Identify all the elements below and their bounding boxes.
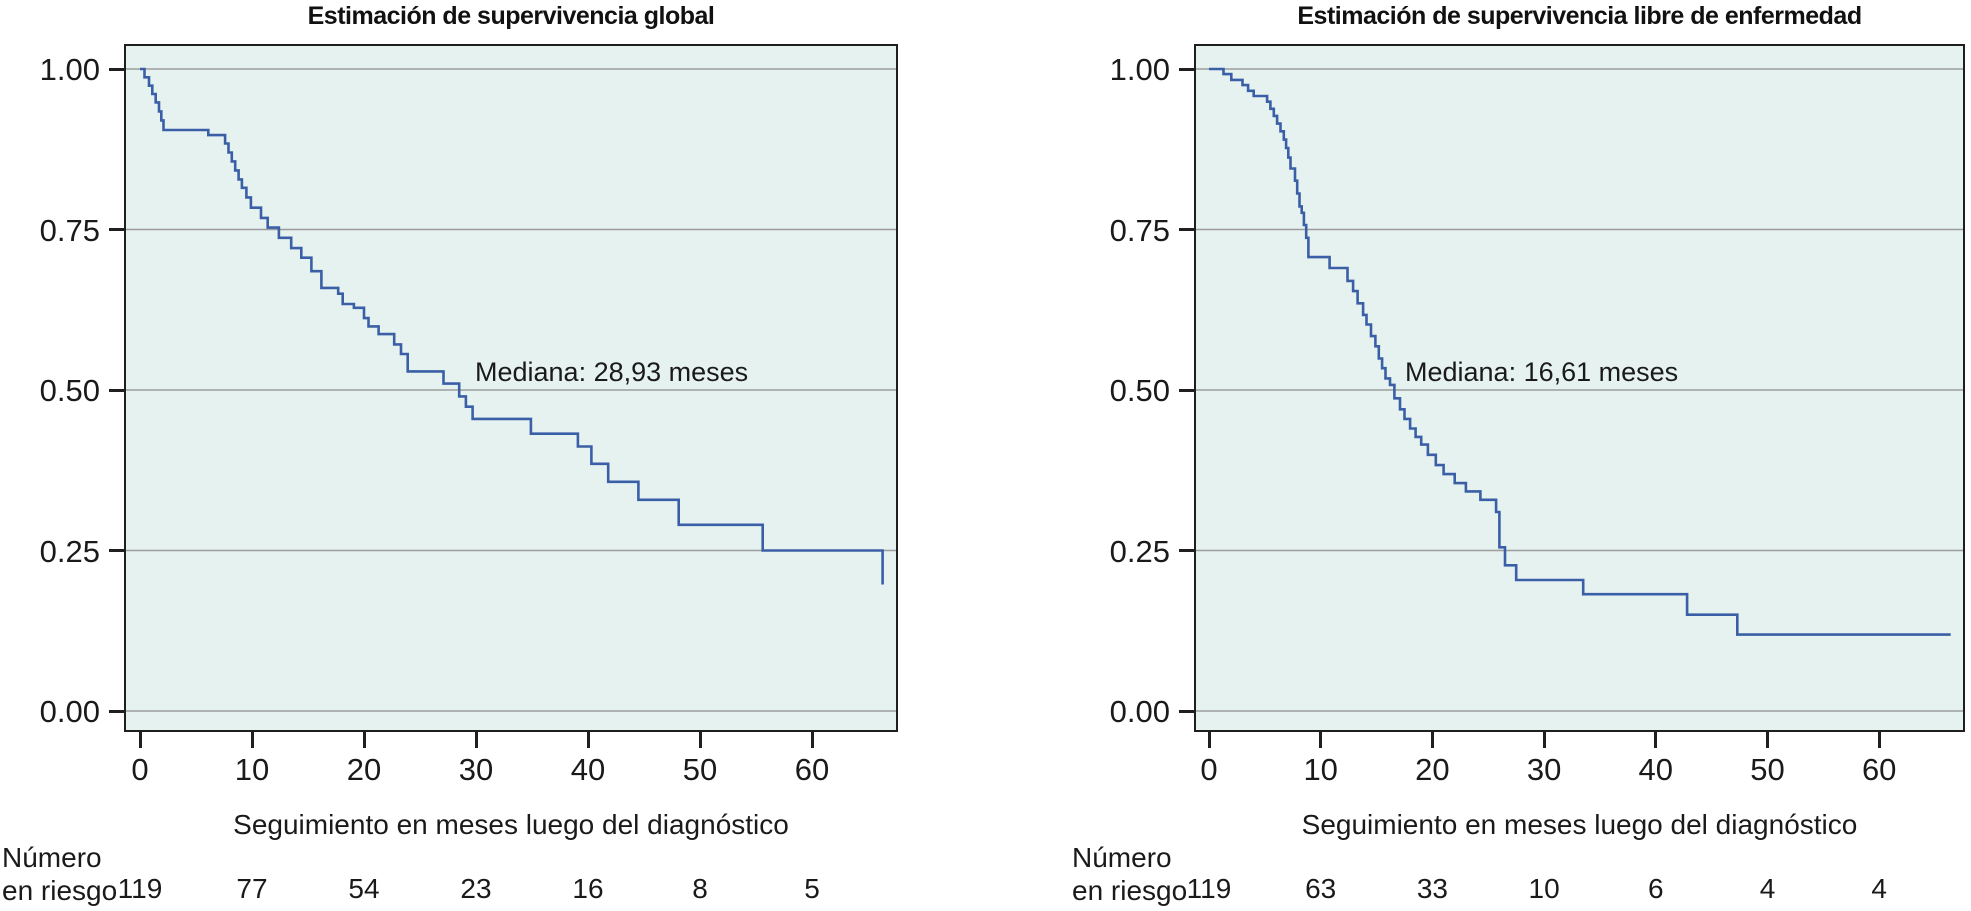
plot-area: Mediana: 16,61 meses [1194,44,1965,732]
number-at-risk-value: 6 [1648,873,1664,904]
number-at-risk-value: 10 [1528,873,1560,904]
x-tick-label: 60 [1861,752,1897,787]
plot-area: Mediana: 28,93 meses [124,44,898,732]
y-tick-mark [1179,549,1194,552]
number-at-risk-value: 23 [460,873,492,904]
survival-chart-disease-free: Estimación de supervivencia libre de enf… [986,0,1971,911]
x-axis-title: Seguimiento en meses luego del diagnósti… [1301,809,1858,840]
survival-curve-svg [126,67,896,712]
x-tick-label: 30 [1526,752,1562,787]
x-tick-mark [138,732,142,748]
x-tick-mark [1319,732,1323,748]
y-tick-mark [1179,67,1194,71]
x-tick-label: 30 [458,752,494,787]
x-tick-label: 10 [1303,752,1338,787]
x-tick-mark [1207,732,1211,748]
x-tick-mark [1766,732,1769,748]
y-tick-mark [109,388,124,392]
y-tick-label: 0.75 [1109,212,1170,248]
chart-title: Estimación de supervivencia libre de enf… [1297,2,1862,30]
number-at-risk-value: 33 [1416,873,1448,904]
y-tick-label: 0.50 [1109,373,1170,408]
x-tick-label: 60 [794,752,830,787]
y-tick-label: 1.00 [39,52,100,87]
x-tick-label: 40 [570,752,606,787]
number-at-risk-value: 54 [348,873,380,904]
y-tick-mark [1179,388,1194,392]
y-tick-label: 0.25 [39,533,100,569]
survival-curve-line [140,67,884,585]
y-tick-label: 0.00 [1109,694,1170,729]
y-tick-mark [109,709,124,713]
x-tick-label: 10 [234,752,270,787]
risk-row-label-line1: Número [2,842,102,873]
x-tick-mark [474,732,478,748]
y-tick-label: 1.00 [1109,52,1170,87]
x-tick-mark [810,732,814,748]
x-tick-mark [362,732,366,748]
x-tick-label: 50 [682,752,718,787]
x-tick-mark [698,732,702,748]
x-tick-mark [586,732,590,748]
y-tick-mark [1179,228,1194,231]
x-tick-mark [1430,732,1434,748]
survival-curve-line [1209,67,1951,636]
y-tick-mark [109,67,124,71]
x-tick-label: 0 [1200,752,1218,787]
y-tick-mark [1179,709,1194,713]
number-at-risk-value: 63 [1305,873,1337,904]
risk-row-label-line2: en riesgo [2,875,118,906]
median-annotation: Mediana: 28,93 meses [475,357,749,388]
y-tick-label: 0.75 [39,212,100,248]
y-tick-label: 0.25 [1109,533,1170,569]
x-tick-label: 50 [1750,752,1785,787]
risk-row-label-line1: Número [1072,842,1172,873]
x-tick-mark [1877,732,1881,748]
risk-row-label-line2: en riesgo [1072,875,1188,906]
number-at-risk-value: 77 [236,873,268,904]
number-at-risk-value: 4 [1871,873,1887,904]
y-tick-label: 0.00 [39,694,100,729]
x-tick-label: 0 [131,752,149,787]
y-tick-label: 0.50 [39,373,100,408]
y-tick-mark [109,549,124,552]
number-at-risk-value: 119 [1186,873,1232,904]
y-tick-mark [109,228,124,231]
x-tick-label: 40 [1638,752,1674,787]
survival-chart-global: Estimación de supervivencia global Media… [0,0,985,911]
x-tick-label: 20 [346,752,382,787]
number-at-risk-value: 16 [572,873,604,904]
x-tick-label: 20 [1415,752,1450,787]
number-at-risk-value: 5 [804,873,820,904]
x-tick-mark [1654,732,1658,748]
x-axis-title: Seguimiento en meses luego del diagnósti… [233,809,789,840]
number-at-risk-value: 4 [1759,873,1776,904]
number-at-risk-value: 119 [117,873,163,904]
chart-title: Estimación de supervivencia global [307,2,715,30]
x-tick-mark [250,732,254,748]
median-annotation: Mediana: 16,61 meses [1405,357,1679,388]
survival-curve-svg [1196,67,1963,712]
number-at-risk-value: 8 [692,873,708,904]
x-tick-mark [1542,732,1546,748]
